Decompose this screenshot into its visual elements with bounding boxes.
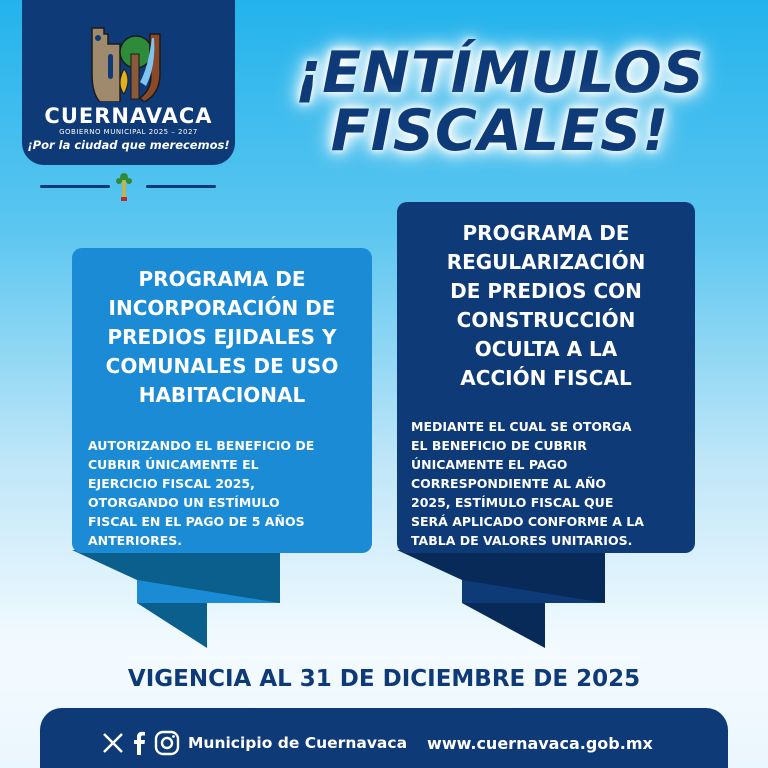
card-title: PROGRAMA DE INCORPORACIÓN DE PREDIOS EJI… [105, 267, 339, 407]
brand-subtitle: GOBIERNO MUNICIPAL 2025 – 2027 [59, 128, 198, 136]
cuernavaca-emblem-icon [91, 27, 161, 102]
main-title-line2: FISCALES! [330, 98, 670, 164]
facebook-icon[interactable] [132, 731, 146, 755]
x-icon[interactable] [102, 732, 124, 754]
card-title: PROGRAMA DE REGULARIZACIÓN DE PREDIOS CO… [446, 221, 646, 390]
footer: Municipio de Cuernavaca www.cuernavaca.g… [40, 708, 728, 768]
ribbon-right-light [462, 580, 605, 603]
footer-url[interactable]: www.cuernavaca.gob.mx [427, 733, 653, 753]
logo-panel: CUERNAVACA GOBIERNO MUNICIPAL 2025 – 202… [22, 0, 235, 165]
vigencia-text: VIGENCIA AL 31 DE DICIEMBRE DE 2025 [127, 666, 641, 692]
brand-slogan: ¡Por la ciudad que merecemos! [27, 138, 230, 152]
card-body: MEDIANTE EL CUAL SE OTORGA EL BENEFICIO … [411, 419, 644, 548]
card-body: AUTORIZANDO EL BENEFICIO DE CUBRIR ÚNICA… [88, 438, 315, 548]
main-title-line1: ¡ENTÍMULOS [295, 40, 705, 106]
divider-right [146, 185, 216, 188]
footer-handle[interactable]: Municipio de Cuernavaca [188, 734, 408, 752]
brand-name: CUERNAVACA [44, 104, 213, 128]
tree-icon [116, 173, 132, 201]
card-incorporacion: PROGRAMA DE INCORPORACIÓN DE PREDIOS EJI… [72, 248, 372, 553]
ribbon-left-light [137, 580, 280, 603]
instagram-icon[interactable] [154, 730, 180, 756]
divider-left [40, 185, 110, 188]
card-regularizacion: PROGRAMA DE REGULARIZACIÓN DE PREDIOS CO… [397, 202, 695, 553]
